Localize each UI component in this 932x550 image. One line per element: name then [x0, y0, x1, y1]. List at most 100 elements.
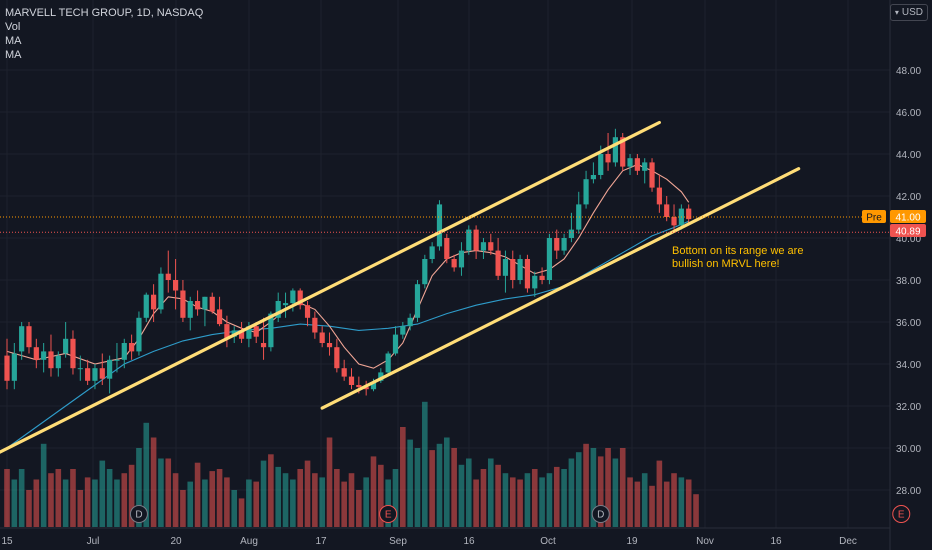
candle-body: [502, 259, 509, 276]
candle-body: [55, 355, 61, 369]
volume-bar: [260, 460, 267, 527]
candle-body: [253, 326, 259, 337]
event-marker: [379, 505, 398, 523]
symbol-title[interactable]: MARVELL TECH GROUP, 1D, NASDAQ: [5, 7, 204, 19]
x-tick-label: 17: [315, 536, 327, 547]
volume-bar: [4, 469, 10, 527]
volume-bar: [209, 471, 216, 527]
candle-body: [583, 179, 589, 205]
event-marker-label: E: [385, 510, 392, 521]
chart-annotation[interactable]: Bottom on its range we are bullish on MR…: [672, 245, 804, 270]
volume-bar: [84, 477, 91, 527]
chart-legend: MARVELL TECH GROUP, 1D, NASDAQ Vol MA MA: [5, 6, 203, 62]
y-tick-label: 40.00: [896, 234, 921, 245]
pre-market-tag: [862, 210, 886, 223]
volume-bar: [62, 479, 69, 527]
volume-bar: [539, 477, 545, 527]
candle-body: [26, 326, 32, 348]
volume-bar: [121, 473, 128, 527]
volume-bar: [282, 473, 289, 527]
y-tick-label: 36.00: [896, 318, 921, 329]
candle-body: [341, 368, 347, 377]
candle-body: [165, 273, 171, 280]
ma-fast-line: [6, 163, 690, 369]
candle-body: [158, 273, 164, 310]
volume-bar: [106, 469, 113, 527]
volume-bar: [172, 473, 179, 527]
candle-body: [605, 154, 611, 163]
candle-body: [246, 326, 252, 339]
volume-bar: [546, 473, 553, 527]
currency-selector[interactable]: ▾ USD: [889, 4, 928, 21]
candle-body: [187, 301, 193, 318]
candle-body: [41, 351, 47, 360]
volume-bar: [656, 460, 663, 527]
x-tick-label: 20: [170, 536, 182, 547]
y-tick-label: 48.00: [896, 66, 921, 77]
volume-bar: [693, 494, 699, 527]
candle-body: [33, 347, 39, 360]
candle-body: [268, 313, 274, 348]
candle-body: [304, 305, 311, 318]
candle-body: [524, 259, 531, 289]
volume-bar: [33, 479, 40, 527]
volume-bar: [143, 422, 150, 527]
candle-body: [649, 162, 655, 188]
volume-bar: [663, 481, 670, 527]
y-tick-label: 32.00: [896, 402, 921, 413]
candle-body: [121, 343, 127, 360]
volume-bar: [77, 490, 84, 527]
volume-indicator-label[interactable]: Vol: [5, 21, 21, 33]
volume-bar: [40, 443, 47, 527]
volume-bar: [92, 479, 98, 527]
volume-bar: [429, 450, 435, 527]
candle-body: [612, 137, 618, 163]
candle-body: [444, 238, 450, 259]
volume-bar: [671, 473, 677, 527]
candle-body: [400, 326, 406, 335]
candle-body: [620, 137, 626, 167]
chevron-down-icon: ▾: [894, 8, 899, 17]
candle-body: [114, 359, 120, 361]
candle-body: [297, 290, 303, 306]
volume-bar: [385, 479, 391, 527]
candle-body: [363, 387, 369, 390]
event-marker: [892, 505, 911, 523]
y-tick-label: 38.00: [896, 276, 921, 287]
x-tick-label: 19: [626, 536, 638, 547]
volume-bar: [158, 458, 164, 527]
candle-body: [480, 242, 487, 251]
volume-bar: [238, 498, 245, 527]
volume-bar: [55, 469, 62, 527]
candle-body: [194, 301, 201, 310]
trend-channel[interactable]: [0, 120, 801, 454]
last-price: 40.89: [895, 227, 920, 238]
volume-bar: [531, 469, 538, 527]
volume-bar: [268, 454, 274, 527]
volume-bar: [678, 477, 685, 527]
volume-bar: [509, 477, 516, 527]
x-tick-label: Aug: [240, 536, 258, 547]
volume-bar: [99, 460, 106, 527]
candle-body: [312, 317, 318, 333]
candle-body: [488, 242, 494, 251]
volume-bar: [444, 437, 450, 527]
event-marker-label: E: [898, 510, 905, 521]
ma-indicator-label-1[interactable]: MA: [5, 35, 22, 47]
candle-body: [686, 208, 692, 220]
volume-bar: [26, 490, 32, 527]
ma-indicator-label-2[interactable]: MA: [5, 49, 22, 61]
y-tick-label: 30.00: [896, 444, 921, 455]
candle-body: [392, 334, 399, 354]
x-tick-label: 15: [1, 536, 13, 547]
x-tick-label: Sep: [389, 536, 407, 547]
candle-body: [326, 343, 333, 348]
candle-body: [385, 353, 391, 373]
volume-bar: [180, 490, 186, 527]
candle-body: [671, 217, 677, 226]
volume-bar: [70, 469, 76, 527]
event-marker: [591, 505, 610, 523]
candle-body: [216, 309, 223, 325]
